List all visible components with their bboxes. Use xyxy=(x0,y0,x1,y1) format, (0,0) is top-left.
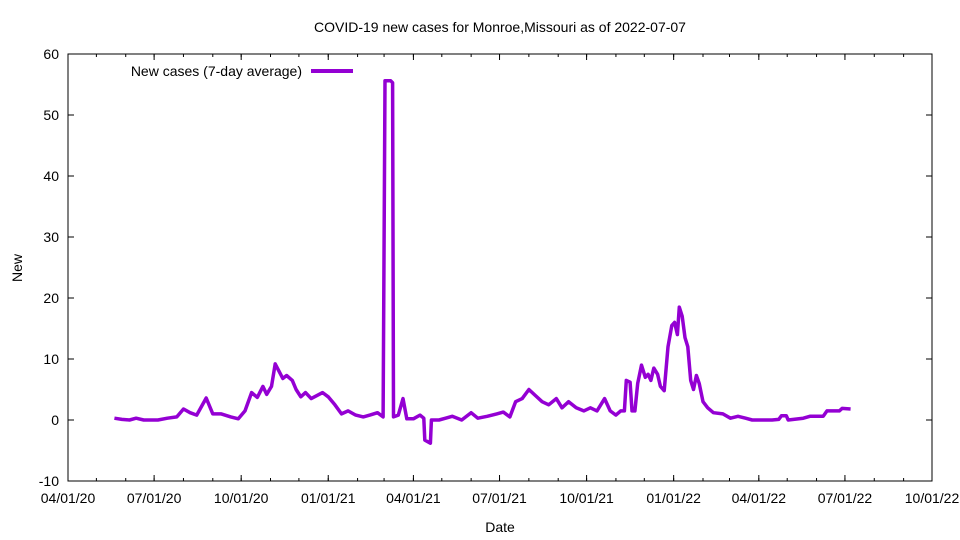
x-tick-label: 07/01/21 xyxy=(472,490,527,506)
series-line xyxy=(114,79,851,445)
y-tick-label: 40 xyxy=(43,168,59,184)
legend-label: New cases (7-day average) xyxy=(131,63,302,79)
y-tick-label: 30 xyxy=(43,229,59,245)
y-tick-label: 60 xyxy=(43,46,59,62)
series-layer xyxy=(114,79,851,445)
y-tick-label: 0 xyxy=(51,412,59,428)
x-axis-label: Date xyxy=(485,519,515,535)
x-tick-label: 04/01/20 xyxy=(41,490,96,506)
y-axis-label: New xyxy=(9,253,25,282)
x-tick-label: 04/01/22 xyxy=(732,490,787,506)
y-tick-label: 10 xyxy=(43,351,59,367)
plot-area: 04/01/20 07/01/20 10/01/20 01/01/21 04/01/21… xyxy=(39,46,960,506)
y-tick-label: 50 xyxy=(43,107,59,123)
x-tick-label: 10/01/22 xyxy=(905,490,960,506)
x-tick-label: 10/01/21 xyxy=(559,490,614,506)
x-tick-label: 04/01/21 xyxy=(386,490,441,506)
x-tick-label: 07/01/20 xyxy=(127,490,182,506)
y-tick-label: 20 xyxy=(43,290,59,306)
x-tick-label: 07/01/22 xyxy=(818,490,873,506)
x-tick-label: 10/01/20 xyxy=(214,490,269,506)
chart-title: COVID-19 new cases for Monroe,Missouri a… xyxy=(314,19,686,35)
legend: New cases (7-day average) xyxy=(131,63,353,79)
x-tick-label: 01/01/21 xyxy=(301,490,356,506)
x-tick-label: 01/01/22 xyxy=(646,490,701,506)
y-tick-label: -10 xyxy=(39,473,59,489)
y-axis: -10 0 10 20 30 40 50 60 xyxy=(39,46,932,489)
x-axis: 04/01/20 07/01/20 10/01/20 01/01/21 04/01/21… xyxy=(41,54,960,506)
